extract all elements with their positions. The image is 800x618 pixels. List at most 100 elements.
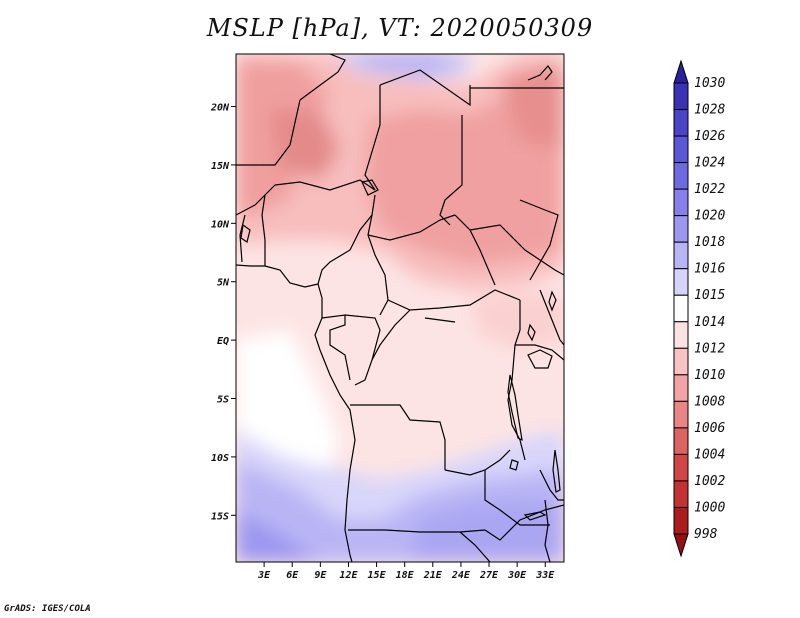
border-angola-north	[350, 404, 446, 470]
colorbar-label: 1012	[694, 341, 725, 356]
border-ghana	[239, 214, 246, 263]
border-zambia	[484, 470, 550, 526]
colorbar-top-arrow	[673, 59, 689, 84]
colorbar-segment	[673, 241, 689, 270]
colorbar-segment	[673, 268, 689, 296]
border-niger-nigeria	[274, 179, 376, 191]
colorbar-label: 1010	[694, 368, 725, 383]
border-cameroon-car	[367, 214, 389, 316]
colorbar: 1030 1028 1026 1024 1022 1020 1018 1016 1015 1014…	[673, 59, 725, 558]
colorbar-label: 1014	[694, 315, 725, 330]
colorbar-segment	[673, 374, 689, 402]
longitude-axis: 3E 6E 9E 12E 15E 18E 21E 24E 27E 30E 33E	[257, 562, 555, 581]
lon-tick-label: 6E	[286, 570, 299, 581]
lake-kariba	[523, 511, 547, 521]
colorbar-label: 1016	[694, 262, 725, 277]
lat-tick-label: 5N	[217, 278, 230, 289]
lon-tick-label: 24E	[451, 570, 471, 581]
colorbar-label: 1022	[694, 182, 725, 197]
river-congo	[424, 317, 456, 323]
colorbar-segment	[673, 506, 689, 535]
colorbar-segment	[673, 453, 689, 482]
colorbar-segment	[673, 321, 689, 349]
lon-tick-label: 9E	[314, 570, 327, 581]
lake-volta	[240, 223, 251, 243]
lat-tick-label: 15S	[211, 511, 229, 522]
border-tanzania-mozambique	[539, 469, 564, 501]
colorbar-label: 1020	[694, 209, 725, 224]
map-frame	[235, 53, 565, 563]
grads-credit: GrADS: IGES/COLA	[4, 604, 91, 614]
border-rwanda	[515, 344, 564, 361]
colorbar-segment	[673, 82, 689, 111]
colorbar-label: 1026	[694, 129, 725, 144]
border-congo	[344, 314, 381, 386]
colorbar-label: 1018	[694, 235, 725, 250]
colorbar-segment	[673, 215, 689, 243]
colorbar-segment	[673, 400, 689, 429]
colorbar-label: 1000	[694, 500, 725, 515]
colorbar-segment	[673, 188, 689, 217]
lon-tick-label: 27E	[479, 570, 499, 581]
lat-tick-label: 5S	[217, 395, 229, 406]
border-malawi	[544, 499, 551, 562]
colorbar-bottom-arrow	[673, 533, 689, 558]
latitude-axis: 20N 15N 10N 5N EQ 5S 10S 15S	[210, 103, 236, 522]
border-car-sudan	[454, 214, 496, 286]
lake-victoria	[527, 349, 553, 369]
border-chad-car	[367, 214, 456, 241]
border-benin-togo	[261, 194, 266, 266]
border-drc-east	[507, 300, 526, 461]
colorbar-segment	[673, 347, 689, 376]
colorbar-label: 1002	[694, 474, 725, 489]
border-drc-north	[371, 309, 411, 361]
lake-turkana	[548, 290, 557, 312]
border-namibia-botswana	[459, 531, 491, 562]
colorbar-segment	[673, 480, 689, 508]
colorbar-label: 1006	[694, 421, 725, 436]
border-mali-niger	[236, 99, 301, 166]
colorbar-segment	[673, 135, 689, 164]
red-sea-coast	[527, 65, 553, 81]
lake-malawi	[552, 449, 561, 493]
colorbar-label: 1028	[694, 103, 725, 118]
lon-tick-label: 15E	[368, 570, 387, 581]
colorbar-label: 1024	[694, 156, 725, 171]
colorbar-label: 1008	[694, 394, 725, 409]
lat-tick-label: 20N	[210, 103, 230, 114]
lake-chad	[361, 179, 379, 196]
colorbar-label: 1030	[694, 76, 725, 91]
lake-albert	[527, 323, 536, 342]
lon-tick-label: 21E	[423, 570, 443, 581]
pressure-field	[236, 54, 564, 562]
colorbar-label: 1004	[694, 447, 725, 462]
colorbar-segment	[673, 294, 689, 323]
lat-tick-label: EQ	[217, 336, 229, 347]
border-niger-chad	[364, 85, 381, 191]
border-libya-chad	[379, 69, 471, 107]
lon-tick-label: 12E	[339, 570, 358, 581]
border-south-sudan	[469, 224, 564, 276]
lon-tick-label: 3E	[257, 570, 271, 581]
border-uganda-kenya	[539, 289, 564, 346]
colorbar-segment	[673, 109, 689, 137]
country-borders	[236, 54, 564, 562]
chart-title: MSLP [hPa], VT: 2020050309	[206, 14, 594, 42]
border-angola-south	[348, 529, 486, 533]
border-car-drc	[387, 289, 521, 311]
border-burkina	[236, 184, 276, 216]
colorbar-segment	[673, 427, 689, 455]
lat-tick-label: 10N	[211, 219, 230, 230]
coastline-west-africa	[236, 264, 356, 562]
lat-tick-label: 10S	[211, 453, 229, 464]
border-zambia-zimbabwe	[484, 504, 564, 541]
colorbar-label: 998	[694, 527, 718, 542]
lake-mweru	[509, 459, 519, 471]
border-algeria-niger	[299, 54, 346, 101]
colorbar-label: 1015	[694, 288, 725, 303]
lon-tick-label: 30E	[507, 570, 527, 581]
lake-tanganyika	[507, 374, 523, 442]
lon-tick-label: 33E	[535, 570, 555, 581]
lon-tick-label: 18E	[396, 570, 415, 581]
